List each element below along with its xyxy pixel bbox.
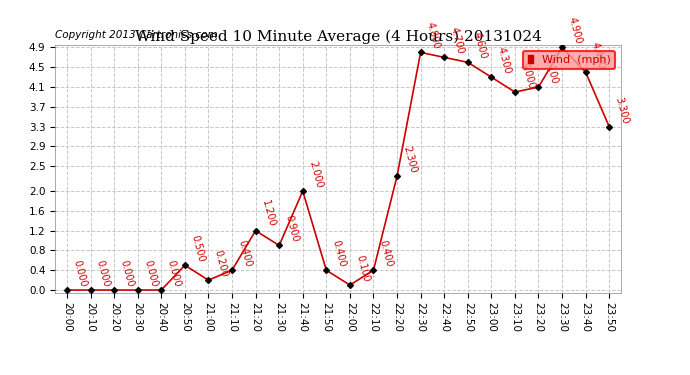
- Text: 0.000: 0.000: [71, 259, 88, 288]
- Text: 0.100: 0.100: [354, 254, 371, 283]
- Text: 0.000: 0.000: [119, 259, 135, 288]
- Text: 4.400: 4.400: [590, 41, 607, 70]
- Text: 0.400: 0.400: [331, 239, 347, 268]
- Text: 0.200: 0.200: [213, 249, 230, 278]
- Text: 0.000: 0.000: [142, 259, 159, 288]
- Text: 4.900: 4.900: [566, 16, 583, 45]
- Text: 0.400: 0.400: [236, 239, 253, 268]
- Text: 0.400: 0.400: [377, 239, 395, 268]
- Text: 4.000: 4.000: [519, 61, 536, 90]
- Text: 4.100: 4.100: [543, 56, 560, 85]
- Text: Copyright 2013 Cartronics.com: Copyright 2013 Cartronics.com: [55, 30, 218, 40]
- Text: 2.000: 2.000: [307, 160, 324, 189]
- Text: 4.700: 4.700: [448, 26, 465, 56]
- Text: 2.300: 2.300: [402, 145, 418, 174]
- Text: 4.300: 4.300: [495, 46, 513, 75]
- Text: 0.900: 0.900: [284, 214, 300, 243]
- Text: 4.800: 4.800: [425, 21, 442, 51]
- Text: 3.300: 3.300: [613, 96, 630, 125]
- Title: Wind Speed 10 Minute Average (4 Hours) 20131024: Wind Speed 10 Minute Average (4 Hours) 2…: [135, 30, 542, 44]
- Text: 4.600: 4.600: [472, 31, 489, 60]
- Text: 0.000: 0.000: [95, 259, 112, 288]
- Text: 0.500: 0.500: [189, 234, 206, 263]
- Text: 1.200: 1.200: [260, 200, 277, 229]
- Legend: Wind  (mph): Wind (mph): [523, 51, 615, 69]
- Text: 0.000: 0.000: [166, 259, 182, 288]
